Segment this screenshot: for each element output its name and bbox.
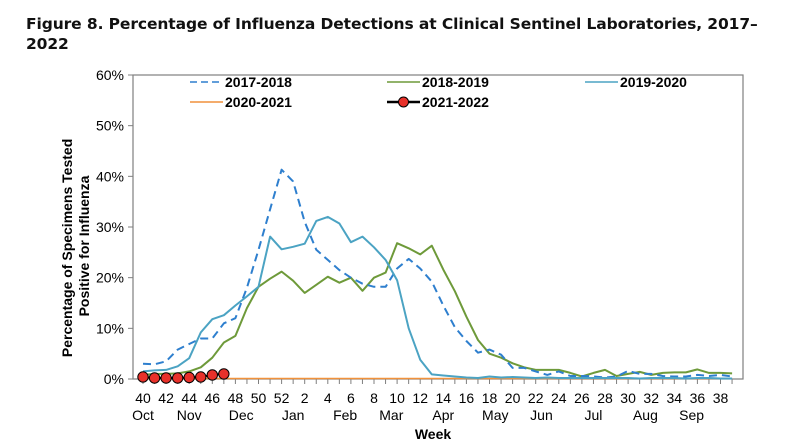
- data-point-2021-2022: [160, 372, 172, 384]
- x-tick-label: 10: [389, 390, 405, 406]
- data-point-2021-2022: [206, 369, 219, 381]
- y-tick-label: 10%: [96, 320, 124, 336]
- x-tick-label: 8: [370, 390, 378, 406]
- legend-label: 2021-2022: [422, 94, 489, 110]
- x-axis-ticks: 40 42 44 46 48 50 52 2 4 6 8 10 12 14 16 18 20 22 24 26 28 30…: [132, 379, 733, 423]
- x-tick-label: 46: [205, 390, 221, 406]
- x-tick-label: 32: [643, 390, 659, 406]
- data-point-2021-2022: [137, 371, 149, 383]
- month-label: Feb: [333, 407, 357, 423]
- x-tick-label: 34: [667, 390, 683, 406]
- legend-label: 2018-2019: [422, 74, 489, 90]
- x-tick-label: 48: [228, 390, 244, 406]
- month-label: Jun: [530, 407, 553, 423]
- x-tick-label: 52: [274, 390, 290, 406]
- axes: [132, 74, 744, 380]
- x-tick-label: 38: [713, 390, 729, 406]
- x-tick-label: 36: [690, 390, 706, 406]
- y-tick-label: 60%: [96, 67, 124, 83]
- y-tick-label: 30%: [96, 219, 124, 235]
- legend-marker: [398, 96, 409, 108]
- x-tick-label: 50: [251, 390, 267, 406]
- plot-frame: [132, 74, 744, 380]
- data-point-2021-2022: [183, 371, 195, 384]
- legend-label: 2017-2018: [225, 74, 292, 90]
- month-label: Oct: [132, 407, 154, 423]
- x-tick-label: 16: [459, 390, 475, 406]
- data-point-2021-2022: [218, 368, 230, 380]
- legend-label: 2020-2021: [225, 94, 292, 110]
- y-axis-title: Percentage of Specimens Tested Positive …: [59, 135, 92, 357]
- month-label: Apr: [432, 407, 454, 423]
- series-line-2019-2020: [142, 215, 733, 380]
- data-point-2021-2022: [148, 372, 161, 384]
- month-label: Sep: [679, 407, 704, 423]
- x-tick-label: 26: [574, 390, 590, 406]
- legend-label: 2019-2020: [620, 74, 687, 90]
- x-tick-label: 6: [347, 390, 355, 406]
- legend-item-2020-2021: 2020-2021: [190, 94, 292, 110]
- month-label: Jul: [584, 407, 602, 423]
- series-line-2017-2018: [142, 168, 733, 379]
- legend-item-2017-2018: 2017-2018: [190, 74, 292, 90]
- x-tick-label: 24: [551, 390, 567, 406]
- month-label: Jan: [282, 407, 305, 423]
- month-label: Aug: [633, 407, 658, 423]
- data-point-2021-2022: [195, 371, 207, 383]
- x-tick-label: 20: [505, 390, 521, 406]
- month-label: May: [482, 407, 508, 423]
- x-axis-title: Week: [415, 426, 452, 442]
- legend-item-2021-2022: 2021-2022: [387, 94, 489, 110]
- y-tick-label: 0%: [104, 371, 124, 387]
- x-tick-label: 28: [597, 390, 613, 406]
- x-tick-label: 12: [412, 390, 428, 406]
- x-tick-label: 18: [482, 390, 498, 406]
- y-tick-label: 20%: [96, 270, 124, 286]
- y-axis-title-line2: Positive for Influenza: [76, 175, 92, 316]
- figure-title: Figure 8. Percentage of Influenza Detect…: [26, 15, 758, 53]
- x-tick-label: 42: [158, 390, 174, 406]
- y-tick-label: 50%: [96, 118, 124, 134]
- x-tick-label: 2: [301, 390, 309, 406]
- x-tick-label: 4: [324, 390, 332, 406]
- y-axis-title-line1: Percentage of Specimens Tested: [59, 139, 75, 357]
- y-axis-ticks: 0% 10% 20% 30% 40% 50% 60%: [96, 67, 133, 387]
- legend: 2017-2018 2018-2019 2019-2020 2020-2021 2021…: [190, 74, 687, 110]
- series-layer: [137, 168, 733, 384]
- y-tick-label: 40%: [96, 168, 124, 184]
- x-tick-label: 14: [436, 390, 452, 406]
- x-tick-label: 44: [181, 390, 197, 406]
- x-tick-label: 30: [620, 390, 636, 406]
- month-label: Dec: [229, 407, 254, 423]
- month-label: Nov: [177, 407, 202, 423]
- legend-item-2019-2020: 2019-2020: [585, 74, 687, 90]
- legend-item-2018-2019: 2018-2019: [387, 74, 489, 90]
- month-label: Mar: [379, 407, 403, 423]
- x-tick-label: 40: [135, 390, 151, 406]
- data-point-2021-2022: [171, 372, 184, 384]
- x-tick-label: 22: [528, 390, 544, 406]
